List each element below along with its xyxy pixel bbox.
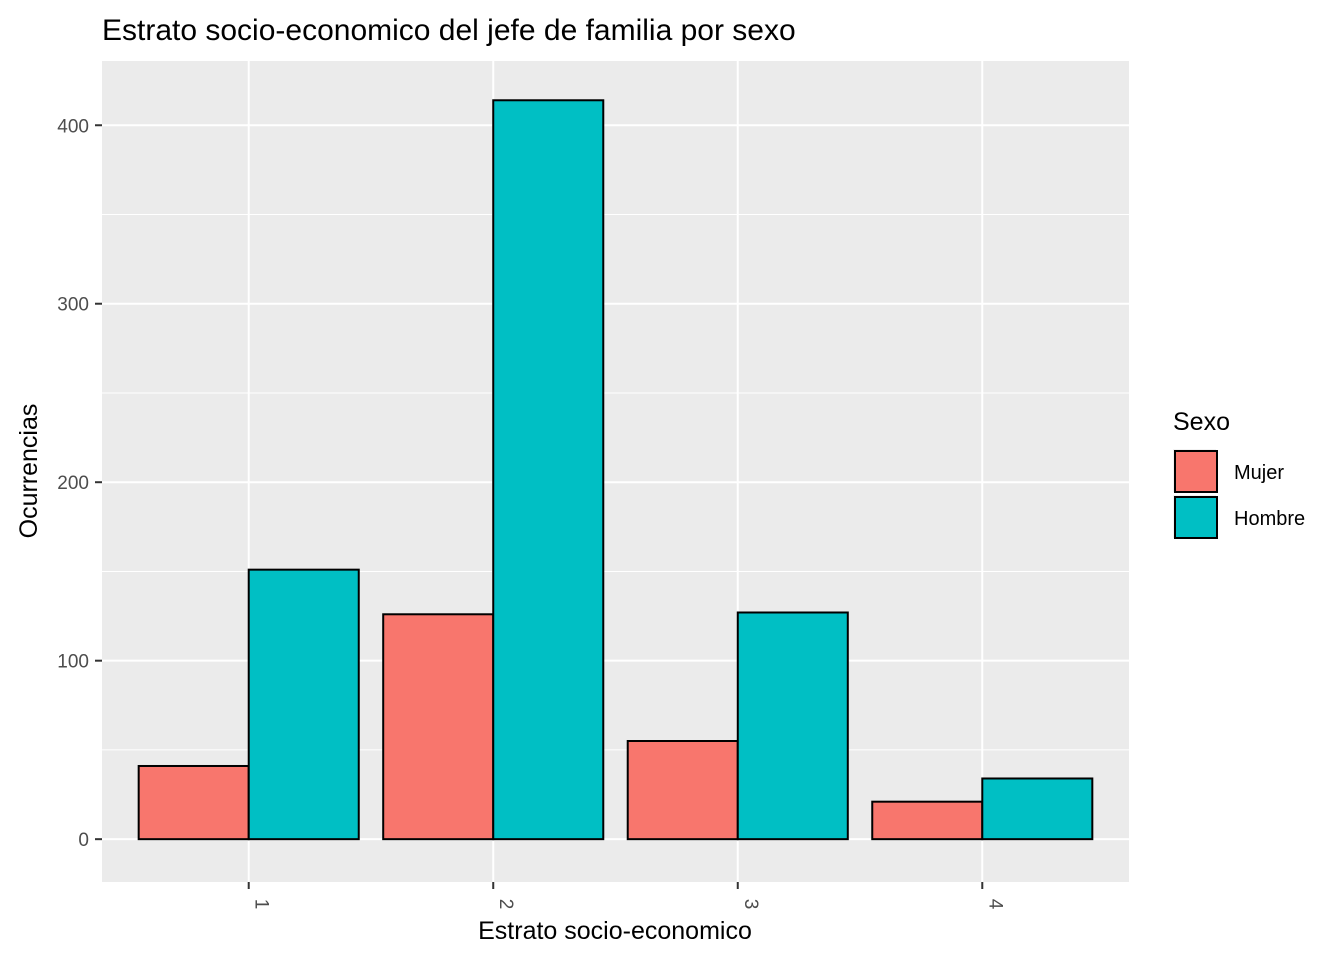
y-tick-label: 200 [57, 473, 89, 494]
legend-swatch-hombre [1174, 496, 1218, 539]
bar-hombre-4 [981, 777, 1094, 841]
bar-mujer-4 [871, 800, 984, 841]
y-axis-title: Ocurrencias [15, 404, 43, 539]
chart-title: Estrato socio-economico del jefe de fami… [102, 14, 796, 47]
legend-label-mujer: Mujer [1234, 462, 1284, 484]
bar-mujer-3 [626, 740, 739, 841]
x-axis-title: Estrato socio-economico [478, 917, 752, 945]
bar-hombre-1 [247, 568, 360, 841]
bar-mujer-1 [137, 764, 250, 841]
y-tick-label: 400 [57, 116, 89, 137]
legend-items: Mujer Hombre [1173, 449, 1305, 539]
y-axis: 0 100 200 300 400 [57, 116, 102, 851]
bar-mujer-2 [382, 613, 495, 841]
legend: Sexo Mujer Hombre [1173, 408, 1305, 539]
x-tick-label: 2 [495, 899, 516, 910]
x-tick-label: 3 [740, 899, 761, 910]
legend-swatch-mujer [1174, 450, 1218, 493]
bars [137, 99, 1094, 841]
bar-hombre-3 [736, 611, 849, 841]
x-tick-label: 1 [251, 899, 272, 910]
y-tick-label: 0 [78, 830, 89, 851]
x-tick-label: 4 [984, 899, 1005, 910]
legend-title: Sexo [1173, 408, 1230, 436]
y-tick-label: 100 [57, 652, 89, 673]
y-tick-label: 300 [57, 295, 89, 316]
x-axis: 1 2 3 4 [247, 882, 1005, 910]
bar-hombre-2 [492, 99, 605, 841]
legend-label-hombre: Hombre [1234, 508, 1305, 530]
